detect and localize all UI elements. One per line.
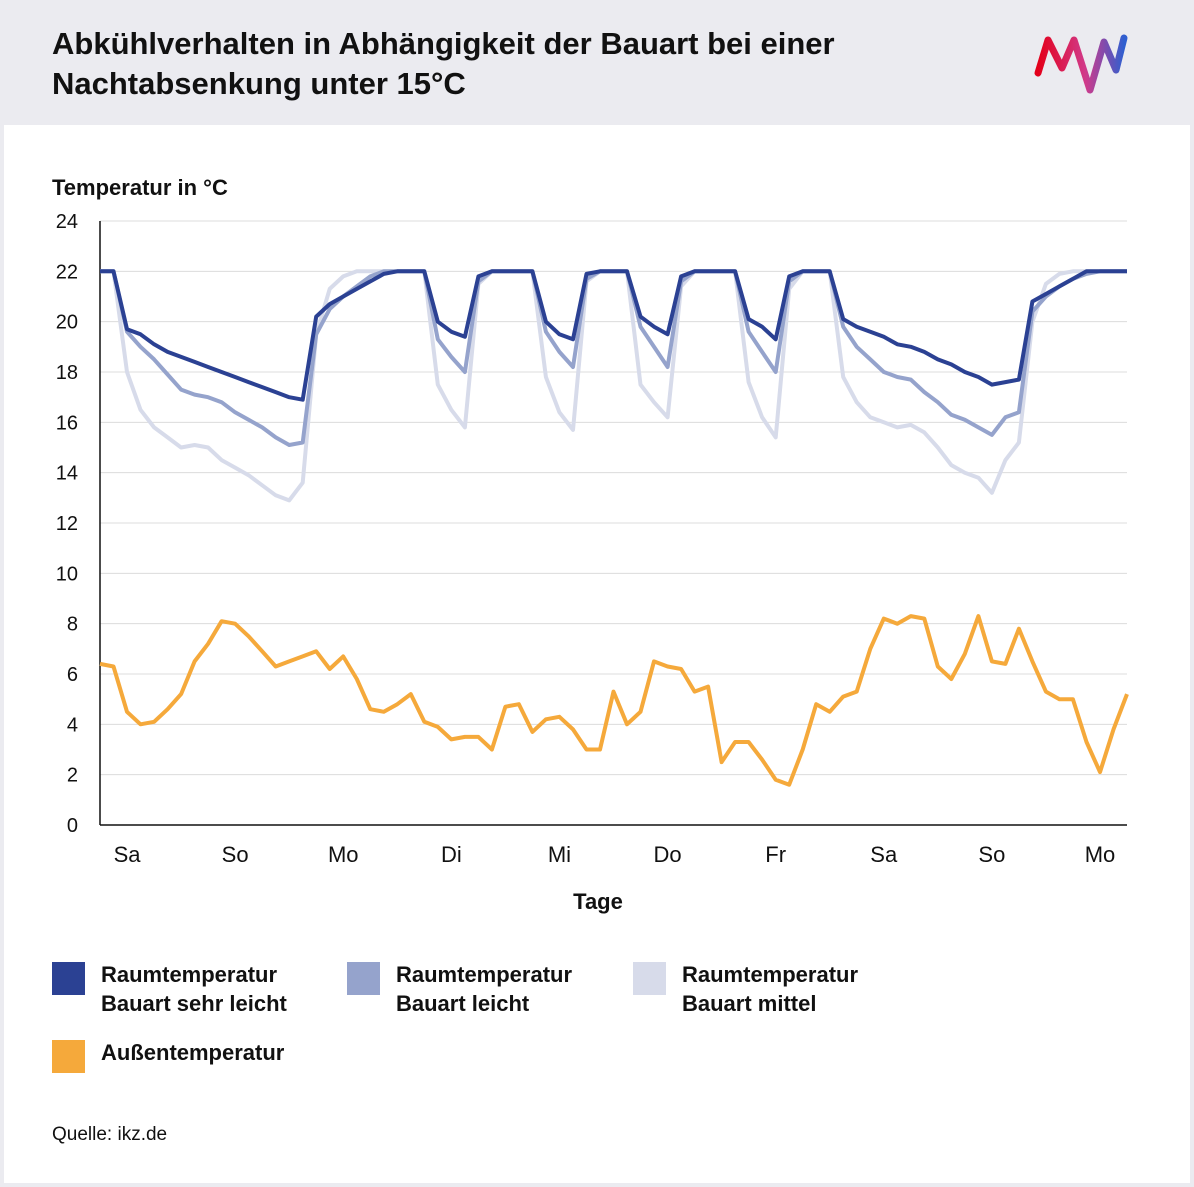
x-tick-label: So (222, 842, 249, 867)
y-tick-label: 8 (67, 614, 78, 636)
x-tick-label: Sa (114, 842, 142, 867)
y-tick-label: 20 (56, 312, 78, 334)
source: Quelle: ikz.de (52, 1124, 168, 1145)
y-tick-label: 16 (56, 412, 78, 434)
legend-swatch (52, 1040, 85, 1073)
y-tick-label: 2 (67, 765, 78, 787)
y-tick-label: 18 (56, 362, 78, 384)
x-tick-label: Mo (1085, 842, 1116, 867)
legend-swatch (52, 962, 85, 995)
x-axis-label: Tage (573, 889, 623, 914)
y-tick-label: 6 (67, 664, 78, 686)
legend-label: Raumtemperatur Bauart sehr leicht (101, 962, 287, 1016)
y-tick-label: 14 (56, 463, 78, 485)
logo (1034, 34, 1128, 94)
header: Abkühlverhalten in Abhängigkeit der Baua… (0, 0, 1194, 125)
x-tick-label: Fr (765, 842, 786, 867)
y-tick-label: 10 (56, 563, 78, 585)
y-axis-label: Temperatur in °C (52, 175, 228, 200)
y-tick-label: 0 (67, 815, 78, 837)
series-line (99, 614, 1129, 787)
legend-label: Raumtemperatur Bauart mittel (682, 962, 859, 1016)
y-tick-label: 4 (67, 714, 78, 736)
chart-title: Abkühlverhalten in Abhängigkeit der Baua… (52, 26, 835, 101)
legend-label: Raumtemperatur Bauart leicht (396, 962, 573, 1016)
x-tick-label: Mo (328, 842, 359, 867)
legend-label: Außentemperatur (101, 1040, 285, 1065)
series-line (100, 269, 1127, 402)
series-line (100, 269, 1127, 447)
legend-swatch (633, 962, 666, 995)
x-tick-label: Sa (870, 842, 898, 867)
y-tick-label: 12 (56, 513, 78, 535)
x-tick-label: So (978, 842, 1005, 867)
legend-item: Raumtemperatur Bauart sehr leicht (52, 960, 311, 1018)
x-tick-label: Do (653, 842, 681, 867)
y-tick-label: 24 (56, 211, 78, 233)
legend-item: Raumtemperatur Bauart mittel (633, 960, 892, 1018)
y-tick-label: 22 (56, 261, 78, 283)
x-tick-label: Mi (548, 842, 571, 867)
legend-item: Raumtemperatur Bauart leicht (347, 960, 606, 1018)
legend-item: Außentemperatur (52, 1038, 284, 1073)
x-tick-label: Di (441, 842, 462, 867)
chart: Temperatur in °C Tage 024681012141618202… (52, 175, 1129, 914)
legend-swatch (347, 962, 380, 995)
